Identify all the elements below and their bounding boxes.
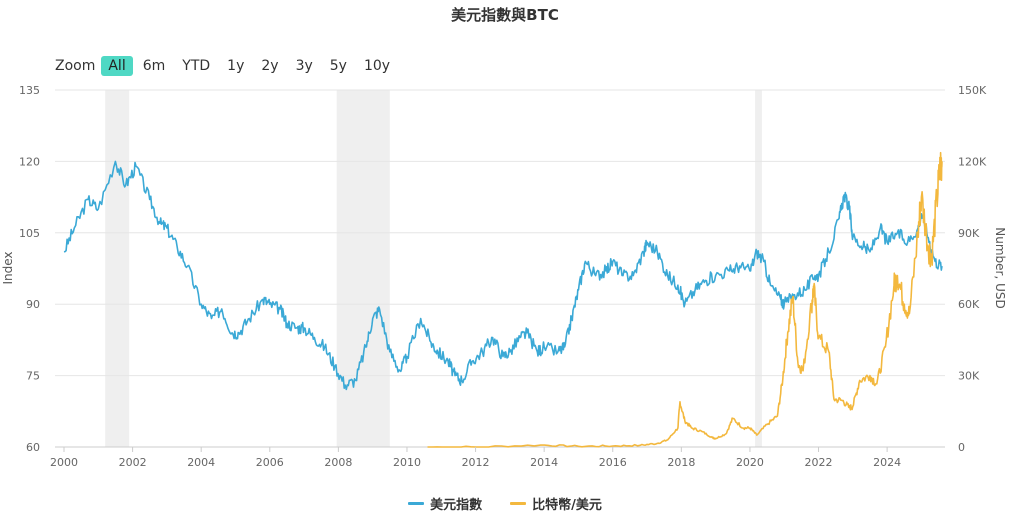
x-tick-label: 2004 <box>187 456 215 469</box>
zoom-button-ytd[interactable]: YTD <box>182 58 211 74</box>
y-axis-left-title: Index <box>1 251 15 284</box>
x-tick-label: 2022 <box>805 456 833 469</box>
zoom-button-3y[interactable]: 3y <box>295 58 313 74</box>
y-right-tick-label: 60K <box>958 298 980 311</box>
x-tick-label: 2020 <box>736 456 764 469</box>
y-right-tick-label: 30K <box>958 370 980 383</box>
legend-item-dxy[interactable]: 美元指數 <box>408 494 482 513</box>
zoom-button-1y[interactable]: 1y <box>227 58 245 74</box>
zoom-toolbar: Zoom All 6m YTD 1y 2y 3y 5y 10y <box>55 55 400 77</box>
y-left-tick-label: 90 <box>26 298 40 311</box>
grid-lines <box>55 89 945 448</box>
x-tick-label: 2008 <box>324 456 352 469</box>
series-lines <box>63 151 943 448</box>
y-right-tick-label: 0 <box>958 441 965 454</box>
recession-band-2 <box>755 90 762 447</box>
series-line-dxy[interactable] <box>63 160 943 391</box>
legend: 美元指數 比特幣/美元 <box>0 494 1010 513</box>
legend-swatch-btc <box>510 502 527 505</box>
legend-swatch-dxy <box>408 502 425 505</box>
legend-label-dxy: 美元指數 <box>430 498 483 513</box>
zoom-button-6m[interactable]: 6m <box>142 58 166 74</box>
recession-bands <box>105 90 762 447</box>
legend-label-btc: 比特幣/美元 <box>532 498 602 513</box>
recession-band-1 <box>336 90 390 447</box>
y-left-tick-label: 135 <box>19 84 40 97</box>
x-tick-label: 2002 <box>119 456 147 469</box>
zoom-button-2y[interactable]: 2y <box>261 58 279 74</box>
y-left-tick-label: 60 <box>26 441 40 454</box>
series-line-btc[interactable] <box>427 151 943 448</box>
y-right-tick-label: 90K <box>958 227 980 240</box>
axes: 60 0 75 30K 90 60K 105 90K 120 120K 135 150K 2000 200… <box>19 84 987 469</box>
y-right-tick-label: 120K <box>958 155 987 168</box>
y-axis-right-title: Number, USD <box>993 227 1007 308</box>
x-tick-label: 2014 <box>530 456 558 469</box>
zoom-button-all[interactable]: All <box>101 56 133 76</box>
y-left-tick-label: 105 <box>19 227 40 240</box>
x-tick-label: 2000 <box>50 456 78 469</box>
zoom-button-10y[interactable]: 10y <box>363 58 391 74</box>
y-right-tick-label: 150K <box>958 84 987 97</box>
legend-item-btc[interactable]: 比特幣/美元 <box>510 494 602 513</box>
x-tick-label: 2010 <box>393 456 421 469</box>
zoom-button-5y[interactable]: 5y <box>329 58 347 74</box>
x-tick-label: 2018 <box>667 456 695 469</box>
x-tick-label: 2012 <box>462 456 490 469</box>
y-left-tick-label: 75 <box>26 370 40 383</box>
recession-band-0 <box>105 90 130 447</box>
x-tick-label: 2006 <box>256 456 284 469</box>
zoom-label: Zoom <box>55 58 96 74</box>
x-tick-label: 2016 <box>599 456 627 469</box>
y-left-tick-label: 120 <box>19 155 40 168</box>
x-tick-label: 2024 <box>873 456 901 469</box>
chart-title: 美元指數與BTC <box>451 6 559 24</box>
